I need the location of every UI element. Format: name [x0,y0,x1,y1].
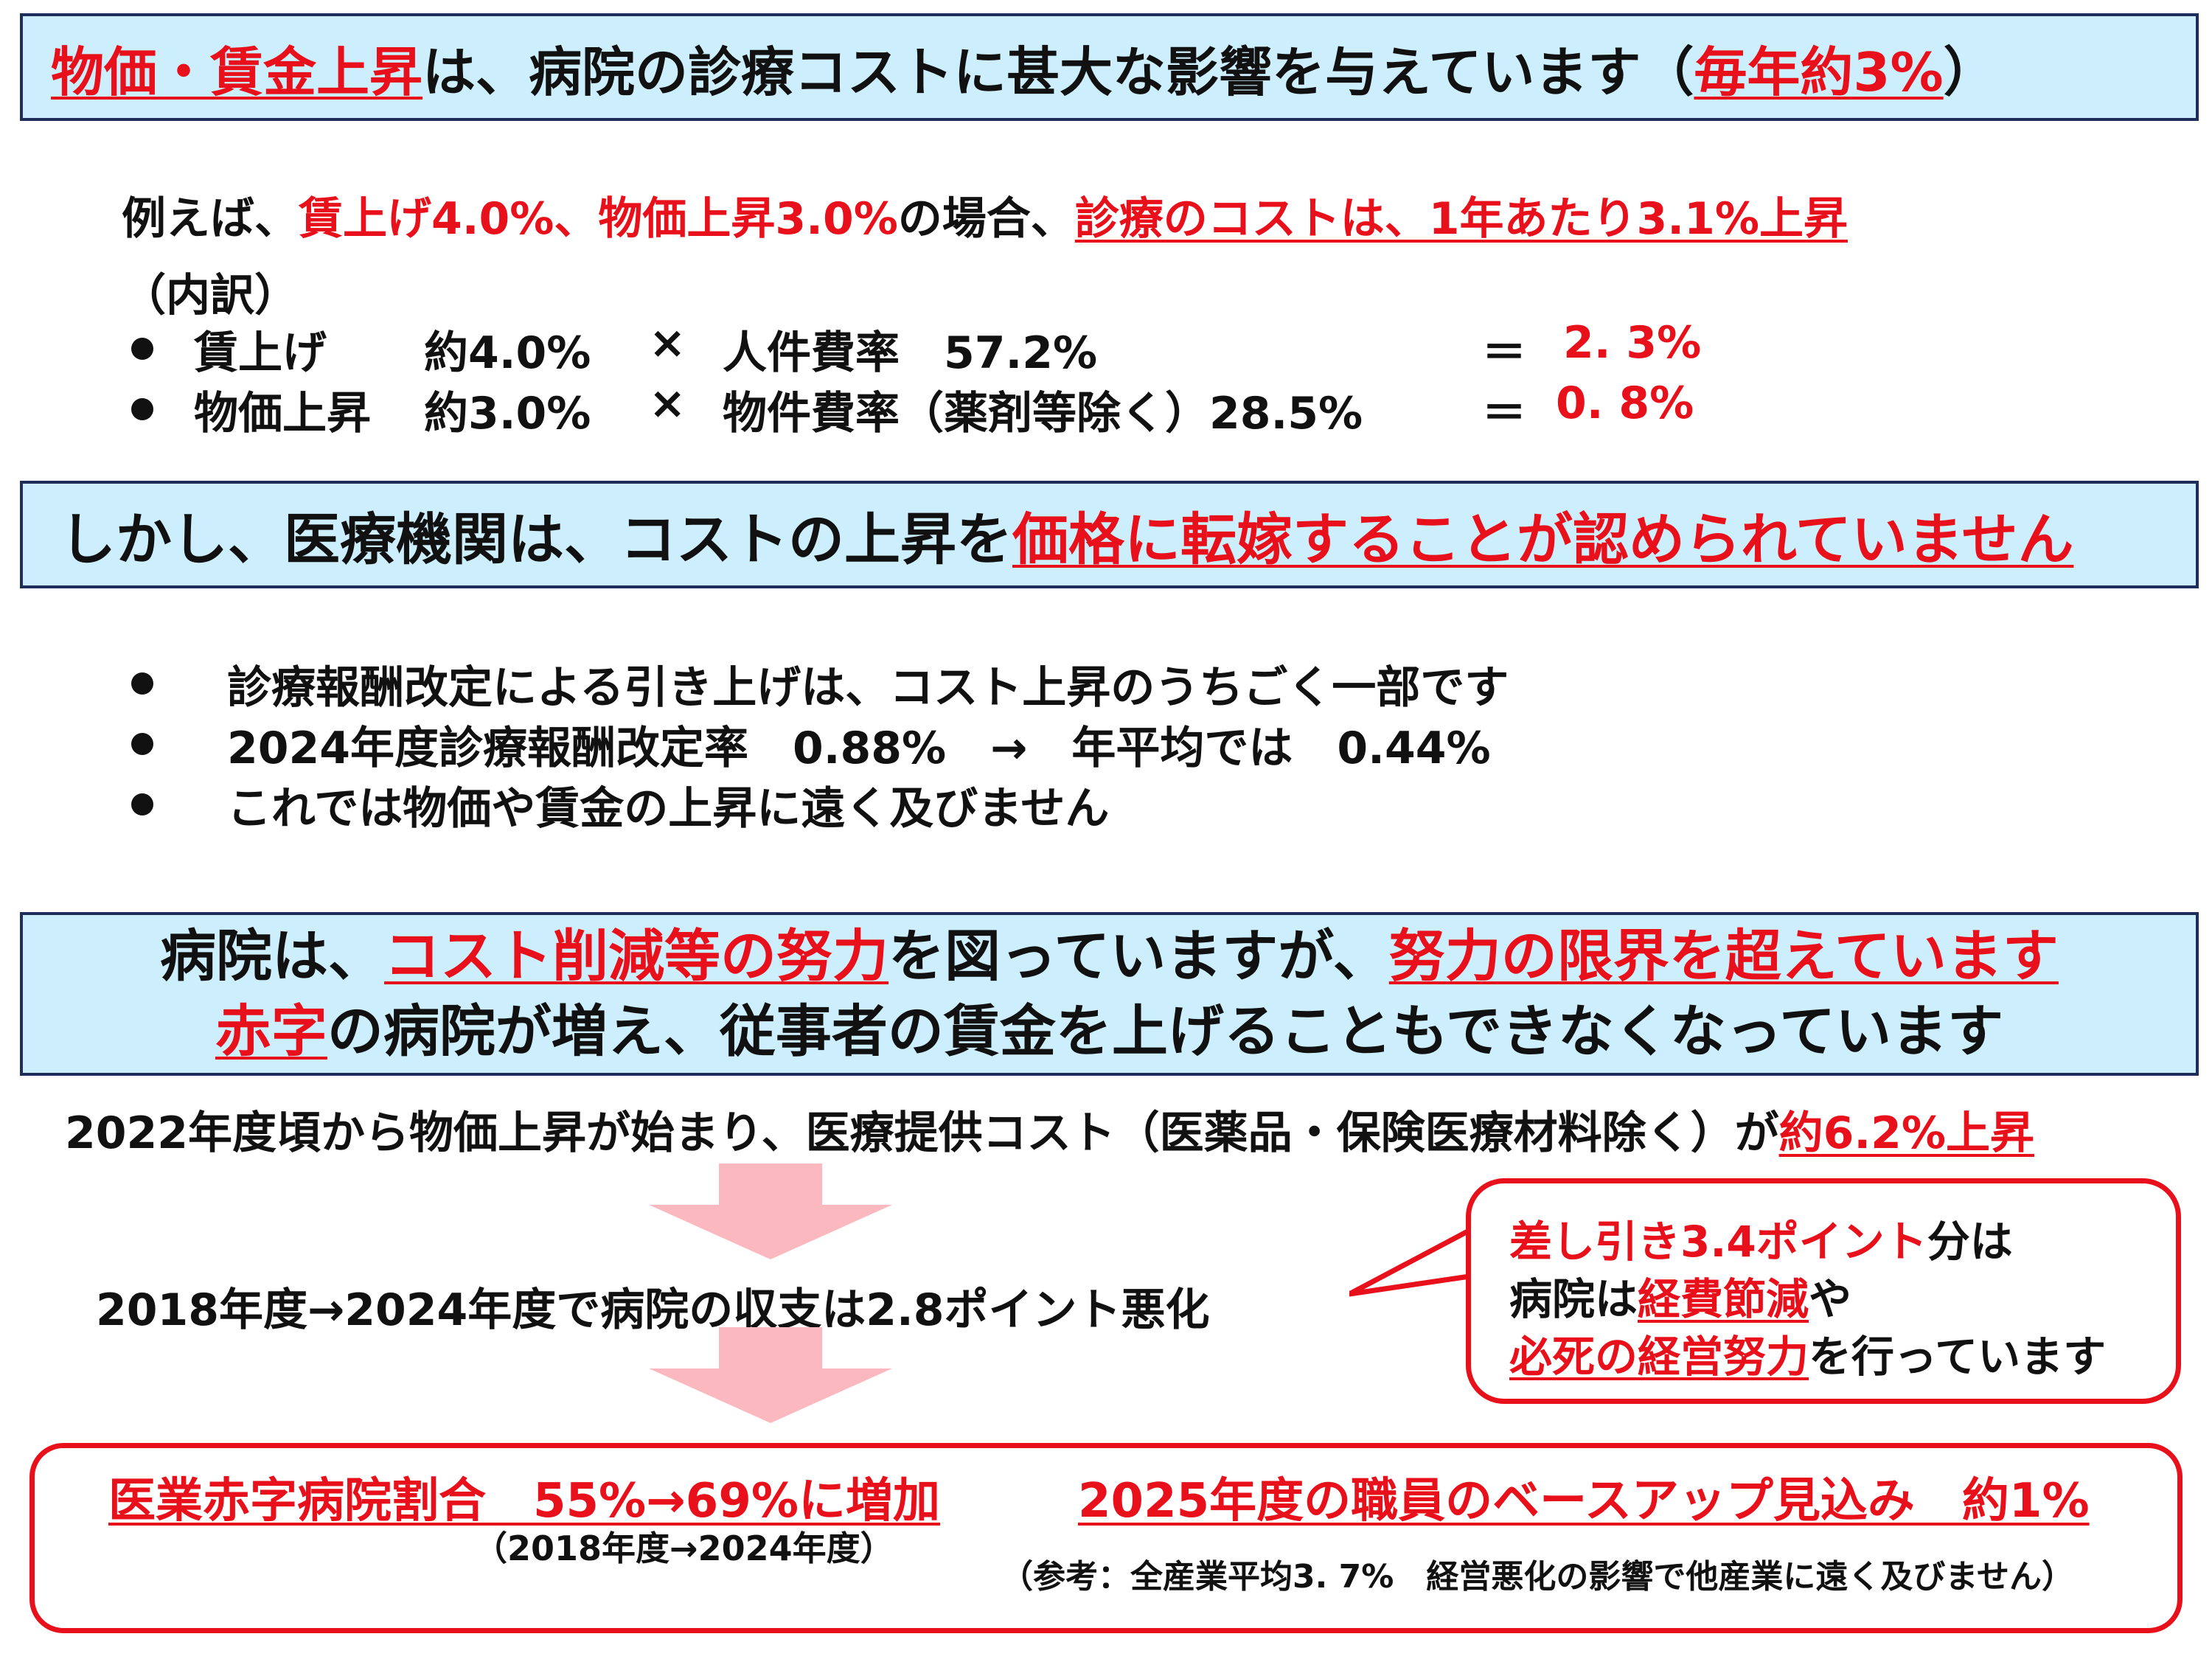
banner-effort-limit: 病院は、コスト削減等の努力を図っていますが、努力の限界を超えています 赤字の病院… [20,912,2199,1076]
banner1-highlight: 物価・賃金上昇 [51,41,423,103]
callout-line3: 必死の経営努力を行っています [1509,1322,2106,1384]
banner2-text: しかし、医療機関は、コストの上昇を [60,507,1012,572]
banner-price-pass-through: しかし、医療機関は、コストの上昇を 価格に転嫁することが認められていません [20,481,2199,588]
breakdown-result: 2. 3% [1563,317,1702,369]
summary-box: 医業赤字病院割合 55%→69%に増加 （2018年度→2024年度） 2025… [29,1443,2183,1633]
down-arrow-icon [649,1327,892,1423]
bullet-item: これでは物価や賃金の上昇に遠く及びません [227,783,1110,835]
callout-l3-red: 必死の経営努力 [1509,1332,1809,1382]
example-mid: の場合、 [897,193,1075,245]
callout-l1-red: 差し引き3.4ポイント [1509,1217,1927,1267]
bullet-item: 2024年度診療報酬改定率 0.88% → 年平均では 0.44% [227,723,1491,774]
cost-rise-text: 2022年度頃から物価上昇が始まり、医療提供コスト（医薬品・保険医療材料除く）が [65,1107,1779,1159]
callout-box: 差し引き3.4ポイント分は 病院は経費節減や 必死の経営努力を行っています [1466,1178,2181,1404]
deficit-ratio: 医業赤字病院割合 55%→69%に増加 [108,1474,940,1528]
breakdown-ratio: 人件費率 57.2% [723,327,1098,379]
breakdown-times: × [649,378,686,429]
deficit-period: （2018年度→2024年度） [473,1528,894,1568]
breakdown-eq: ＝ [1482,327,1526,379]
breakdown-label: 賃上げ [194,327,327,379]
banner3-l2-red: 赤字 [215,998,327,1064]
cost-rise-line: 2022年度頃から物価上昇が始まり、医療提供コスト（医薬品・保険医療材料除く）が… [65,1097,2034,1161]
down-arrow-icon [649,1164,892,1259]
example-line: 例えば、賃上げ4.0%、物価上昇3.0%の場合、診療のコストは、1年あたり3.1… [122,183,1848,247]
breakdown-eq: ＝ [1482,388,1526,439]
example-red1: 賃上げ4.0%、物価上昇3.0% [299,193,898,245]
breakdown-rate: 約3.0% [424,388,591,439]
banner3-l1-mid: を図っていますが、 [888,923,1389,989]
bullet-icon [131,672,153,695]
bullet-icon [131,338,153,360]
callout-l2-post: や [1809,1274,1852,1324]
banner3-l1-red2: 努力の限界を超えています [1388,923,2059,989]
example-red2: 診療のコストは、1年あたり3.1%上昇 [1074,193,1848,245]
breakdown-rate: 約4.0% [424,327,591,379]
callout-l2-red: 経費節減 [1638,1274,1809,1324]
base-up-outlook: 2025年度の職員のベースアップ見込み 約1% [1078,1474,2090,1528]
banner3-l1-pre: 病院は、 [160,923,385,989]
callout-line2: 病院は経費節減や [1509,1265,1851,1326]
callout-l3-post: を行っています [1809,1332,2107,1382]
reference-note: （参考：全産業平均3. 7% 経営悪化の影響で他産業に遠く及びません） [1001,1558,2075,1596]
callout-line1: 差し引き3.4ポイント分は [1509,1207,2013,1269]
banner3-line2: 赤字の病院が増え、従事者の賃金を上げることもできなくなっています [215,994,2003,1069]
callout-l2-pre: 病院は [1509,1274,1638,1324]
banner3-l1-red1: コスト削減等の努力 [384,923,889,989]
bullet-icon [131,398,153,420]
banner1-rate: 毎年約3% [1694,41,1944,103]
banner-cost-impact: 物価・賃金上昇 は、病院の診療コストに甚大な影響を与えています（ 毎年約3%） [20,13,2199,121]
breakdown-label: 物価上昇 [194,388,371,439]
banner1-text: は、病院の診療コストに甚大な影響を与えています（ [422,41,1694,103]
cost-rise-highlight: 約6.2%上昇 [1778,1107,2034,1159]
balance-line: 2018年度→2024年度で病院の収支は2.8ポイント悪化 [96,1284,1210,1336]
breakdown-title: （内訳） [122,270,299,321]
breakdown-times: × [649,317,686,369]
banner3-l2-post: の病院が増え、従事者の賃金を上げることもできなくなっています [327,998,2004,1064]
breakdown-result: 0. 8% [1556,378,1694,429]
bullet-icon [131,793,153,815]
bullet-icon [131,733,153,755]
banner3-line1: 病院は、コスト削減等の努力を図っていますが、努力の限界を超えています [160,919,2059,994]
callout-l1-post: 分は [1927,1217,2013,1267]
breakdown-ratio: 物件費率（薬剤等除く）28.5% [723,388,1363,439]
example-pre: 例えば、 [122,193,299,245]
banner1-close: ） [1943,41,1997,103]
bullet-item: 診療報酬改定による引き上げは、コスト上昇のうちごく一部です [227,662,1509,714]
banner2-highlight: 価格に転嫁することが認められていません [1012,507,2074,572]
